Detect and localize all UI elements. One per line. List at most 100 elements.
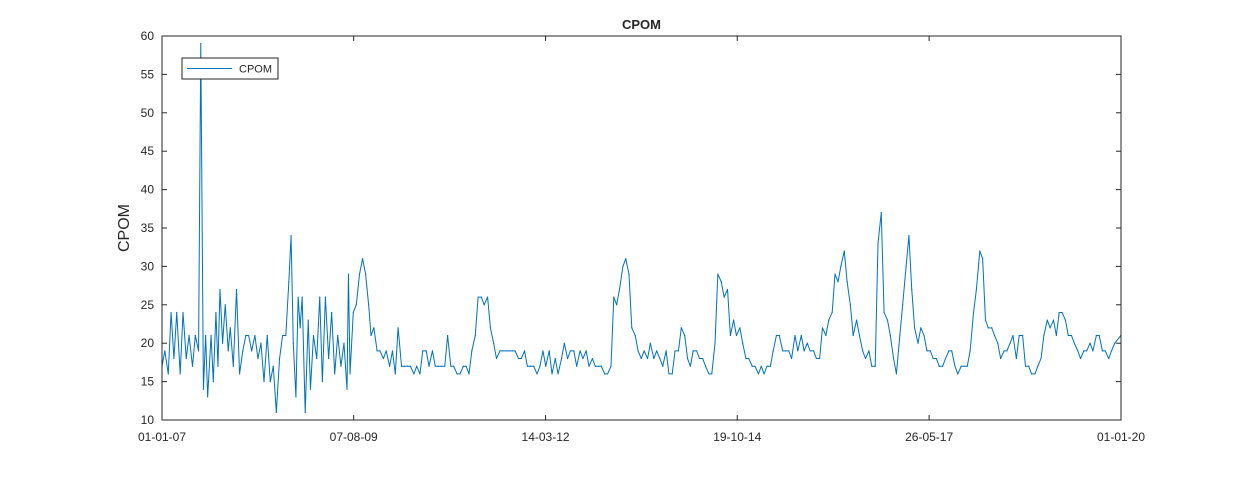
- data-point: [368, 304, 370, 306]
- data-point: [892, 357, 895, 360]
- data-point: [886, 319, 889, 321]
- data-point: [533, 365, 535, 367]
- data-point: [324, 296, 326, 298]
- data-point: [782, 350, 784, 352]
- data-point: [1043, 334, 1045, 337]
- data-point: [349, 373, 351, 375]
- data-point: [938, 365, 940, 367]
- data-point: [301, 296, 303, 298]
- data-point: [403, 365, 405, 367]
- data-point: [489, 327, 492, 329]
- data-point: [493, 342, 495, 344]
- data-point: [982, 258, 984, 260]
- data-point: [1058, 311, 1060, 314]
- data-point: [545, 365, 547, 367]
- data-point: [604, 373, 606, 375]
- data-point: [343, 342, 345, 344]
- data-point: [714, 342, 716, 344]
- data-point: [944, 357, 947, 360]
- data-point: [677, 350, 680, 352]
- data-point: [517, 357, 520, 360]
- data-point: [815, 357, 818, 360]
- data-point: [1104, 350, 1106, 352]
- data-point: [227, 350, 229, 352]
- data-point: [304, 411, 306, 413]
- data-point: [245, 334, 247, 337]
- data-point: [760, 365, 762, 367]
- data-point: [600, 365, 602, 367]
- data-point: [864, 357, 867, 360]
- data-point: [563, 342, 565, 344]
- data-point: [450, 365, 452, 367]
- data-point: [316, 357, 318, 360]
- data-point: [856, 319, 858, 321]
- series-line-cpom: [161, 43, 1122, 413]
- data-point: [373, 327, 375, 329]
- data-point: [926, 350, 928, 352]
- data-point: [1098, 334, 1100, 337]
- data-point: [723, 296, 725, 298]
- data-point: [462, 365, 464, 367]
- data-point: [1080, 357, 1082, 360]
- data-point: [526, 365, 528, 367]
- data-point: [495, 357, 498, 360]
- data-point: [689, 365, 691, 367]
- data-point: [557, 373, 559, 375]
- data-point: [954, 365, 956, 367]
- data-point: [905, 265, 907, 267]
- y-axis-label: CPOM: [116, 204, 133, 252]
- data-point: [468, 373, 470, 375]
- data-point: [748, 357, 750, 360]
- data-point: [221, 342, 224, 344]
- data-point: [173, 357, 175, 360]
- y-tick-label: 50: [141, 106, 155, 120]
- data-point: [480, 296, 482, 298]
- data-point: [997, 342, 999, 344]
- data-point: [409, 365, 412, 367]
- data-point: [902, 304, 904, 306]
- data-point: [582, 357, 584, 360]
- data-point: [337, 334, 339, 337]
- chart-title: CPOM: [622, 17, 661, 32]
- data-point: [613, 296, 615, 298]
- data-point: [200, 43, 202, 45]
- data-point: [1055, 334, 1057, 337]
- data-point: [434, 365, 436, 367]
- series-layer: [161, 43, 1122, 413]
- data-point: [1049, 327, 1051, 329]
- data-point: [788, 350, 790, 352]
- data-point: [530, 365, 532, 367]
- data-point: [849, 304, 851, 306]
- data-point: [680, 327, 682, 329]
- data-point: [809, 350, 811, 352]
- data-point: [797, 350, 799, 352]
- data-point: [840, 265, 842, 267]
- data-point: [846, 281, 848, 283]
- data-point: [297, 296, 299, 298]
- data-point: [456, 373, 458, 375]
- data-point: [1046, 319, 1048, 321]
- data-point: [987, 327, 989, 329]
- data-point: [1110, 350, 1113, 352]
- data-point: [499, 350, 501, 352]
- data-point: [275, 411, 277, 413]
- data-point: [913, 327, 916, 329]
- data-point: [422, 350, 424, 352]
- y-tick-label: 35: [141, 221, 155, 235]
- data-point: [290, 235, 292, 237]
- data-point: [191, 365, 194, 367]
- data-point: [459, 373, 461, 375]
- data-point: [1092, 350, 1094, 352]
- data-point: [812, 350, 815, 352]
- data-point: [871, 365, 873, 367]
- data-point: [920, 327, 922, 329]
- data-point: [951, 350, 953, 352]
- data-point: [597, 365, 600, 367]
- data-point: [794, 334, 796, 337]
- data-point: [376, 350, 378, 352]
- legend: CPOM: [181, 57, 279, 80]
- data-point: [299, 327, 301, 329]
- data-point: [868, 350, 870, 352]
